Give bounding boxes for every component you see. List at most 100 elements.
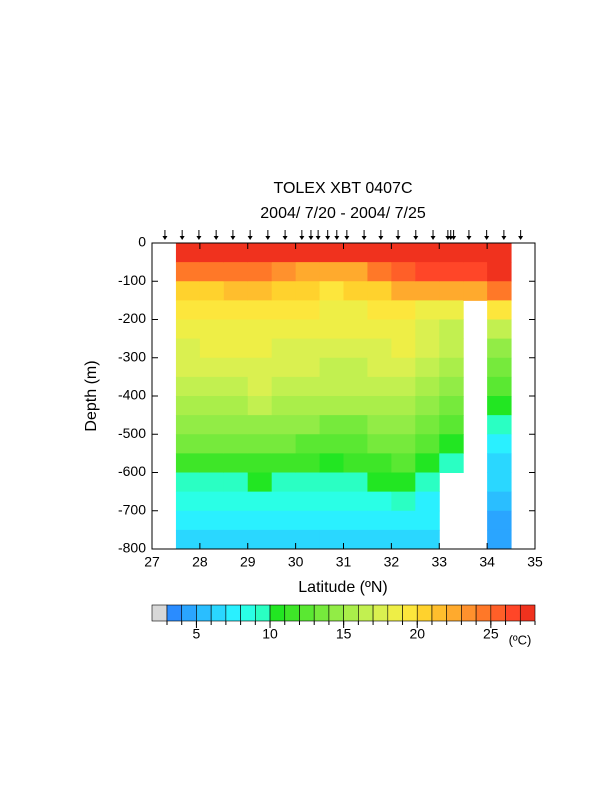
temperature-cell bbox=[175, 453, 201, 473]
temperature-cell bbox=[271, 262, 297, 282]
temperature-cell bbox=[415, 338, 440, 359]
y-tick-label: -400 bbox=[118, 387, 146, 403]
temperature-cell bbox=[367, 529, 392, 550]
colorbar-box bbox=[328, 604, 344, 622]
temperature-cell bbox=[463, 281, 488, 301]
temperature-cell bbox=[295, 434, 321, 454]
station-arrow-head bbox=[518, 236, 524, 240]
temperature-cell bbox=[367, 243, 392, 263]
y-tick-label: -800 bbox=[118, 540, 146, 556]
colorbar-below bbox=[151, 604, 168, 622]
temperature-cell bbox=[439, 376, 464, 397]
temperature-cell bbox=[319, 300, 344, 320]
temperature-cell bbox=[199, 472, 225, 493]
temperature-cell bbox=[367, 281, 392, 301]
temperature-cell bbox=[175, 510, 201, 531]
temperature-cell bbox=[223, 262, 249, 282]
temperature-cell bbox=[439, 357, 464, 378]
temperature-cell bbox=[319, 262, 344, 282]
temperature-cell bbox=[415, 510, 440, 531]
temperature-cell bbox=[415, 453, 440, 473]
station-arrow-head bbox=[361, 236, 367, 240]
temperature-cell bbox=[247, 243, 273, 263]
x-axis-label: Latitude (ºN) bbox=[298, 579, 387, 596]
temperature-cell bbox=[487, 338, 512, 359]
temperature-cell bbox=[271, 243, 297, 263]
temperature-cell bbox=[463, 243, 488, 263]
temperature-cell bbox=[343, 357, 368, 378]
temperature-cell bbox=[463, 262, 488, 282]
temperature-cell bbox=[175, 472, 201, 493]
temperature-cell bbox=[319, 529, 344, 550]
temperature-cell bbox=[271, 453, 297, 473]
temperature-cell bbox=[223, 396, 249, 416]
colorbar-box bbox=[343, 604, 359, 622]
temperature-cell bbox=[487, 510, 512, 531]
temperature-cell bbox=[271, 281, 297, 301]
temperature-cell bbox=[319, 376, 344, 397]
temperature-cell bbox=[367, 510, 392, 531]
x-tick-label: 28 bbox=[192, 554, 208, 570]
temperature-cell bbox=[295, 453, 321, 473]
temperature-cell bbox=[175, 376, 201, 397]
temperature-cell bbox=[367, 453, 392, 473]
temperature-cell bbox=[199, 434, 225, 454]
colorbar-box bbox=[490, 604, 506, 622]
temperature-cell bbox=[223, 281, 249, 301]
temperature-cell bbox=[343, 415, 368, 435]
temperature-cell bbox=[223, 434, 249, 454]
temperature-cell bbox=[175, 529, 201, 550]
temperature-cell bbox=[439, 319, 464, 340]
station-arrow-head bbox=[179, 236, 185, 240]
colorbar-box bbox=[446, 604, 462, 622]
temperature-cell bbox=[391, 319, 416, 340]
colorbar-tick-label: 25 bbox=[483, 626, 499, 642]
temperature-cell bbox=[175, 396, 201, 416]
temperature-cell bbox=[439, 434, 464, 454]
temperature-cell bbox=[415, 434, 440, 454]
y-tick-label: -700 bbox=[118, 501, 146, 517]
station-arrow-head bbox=[413, 236, 419, 240]
colorbar-box bbox=[225, 604, 241, 622]
temperature-cell bbox=[271, 357, 297, 378]
temperature-cell bbox=[415, 396, 440, 416]
station-arrow-head bbox=[484, 236, 490, 240]
temperature-cell bbox=[295, 262, 321, 282]
temperature-cell bbox=[247, 472, 273, 493]
temperature-cell bbox=[247, 510, 273, 531]
colorbar-box bbox=[255, 604, 271, 622]
temperature-cell bbox=[391, 357, 416, 378]
temperature-cell bbox=[439, 396, 464, 416]
temperature-cell bbox=[319, 281, 344, 301]
temperature-cell bbox=[295, 243, 321, 263]
temperature-cell bbox=[223, 510, 249, 531]
temperature-cell bbox=[223, 415, 249, 435]
temperature-cell bbox=[247, 376, 273, 397]
temperature-cell bbox=[247, 338, 273, 359]
temperature-cell bbox=[487, 376, 512, 397]
temperature-cell bbox=[487, 262, 512, 282]
temperature-cell bbox=[223, 529, 249, 550]
temperature-cell bbox=[247, 357, 273, 378]
temperature-cell bbox=[367, 319, 392, 340]
temperature-cell bbox=[295, 281, 321, 301]
temperature-cell bbox=[175, 338, 201, 359]
temperature-cell bbox=[343, 453, 368, 473]
temperature-cell bbox=[271, 300, 297, 320]
temperature-cell bbox=[271, 491, 297, 512]
y-axis-label: Depth (m) bbox=[83, 360, 100, 431]
x-tick-label: 34 bbox=[479, 554, 495, 570]
temperature-cell bbox=[199, 338, 225, 359]
temperature-cell bbox=[319, 472, 344, 493]
colorbar-tick-label: 5 bbox=[193, 626, 201, 642]
temperature-cell bbox=[247, 453, 273, 473]
temperature-cell bbox=[391, 396, 416, 416]
temperature-cell bbox=[319, 434, 344, 454]
colorbar-box bbox=[372, 604, 389, 622]
colorbar-box bbox=[358, 604, 374, 622]
temperature-cell bbox=[199, 357, 225, 378]
station-arrow-head bbox=[247, 236, 253, 240]
x-tick-label: 27 bbox=[144, 554, 160, 570]
temperature-cell bbox=[175, 434, 201, 454]
temperature-cell bbox=[199, 376, 225, 397]
